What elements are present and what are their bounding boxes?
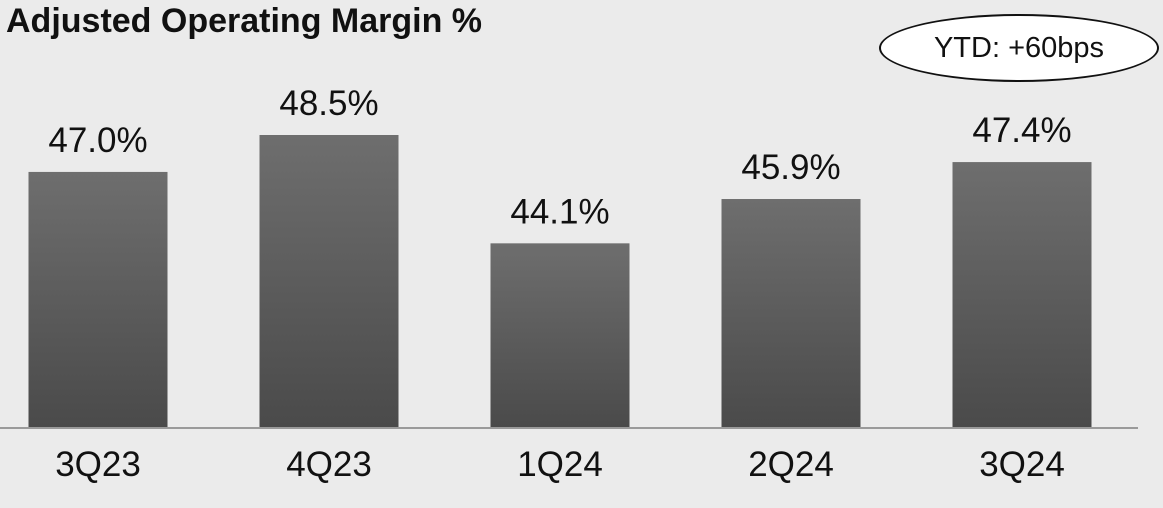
bar-2Q24 xyxy=(721,199,861,428)
value-label-3Q23: 47.0% xyxy=(48,121,147,160)
value-label-1Q24: 44.1% xyxy=(510,192,609,231)
chart-title: Adjusted Operating Margin % xyxy=(6,2,483,40)
category-label-2Q24: 2Q24 xyxy=(748,445,834,484)
value-label-2Q24: 45.9% xyxy=(741,148,840,187)
bar-4Q23 xyxy=(259,135,399,428)
category-label-1Q24: 1Q24 xyxy=(517,445,603,484)
value-label-3Q24: 47.4% xyxy=(972,111,1071,150)
bar-3Q24 xyxy=(952,162,1092,428)
category-label-3Q24: 3Q24 xyxy=(979,445,1065,484)
ytd-annotation-badge: YTD: +60bps xyxy=(879,14,1159,82)
value-labels-group: 47.0% 48.5% 44.1% 45.9% 47.4% xyxy=(48,84,1071,231)
bar-3Q23 xyxy=(28,171,168,428)
value-label-4Q23: 48.5% xyxy=(279,84,378,123)
bar-1Q24 xyxy=(490,243,630,428)
category-label-4Q23: 4Q23 xyxy=(286,445,372,484)
category-label-3Q23: 3Q23 xyxy=(55,445,141,484)
category-labels-group: 3Q23 4Q23 1Q24 2Q24 3Q24 xyxy=(55,445,1065,484)
bars-group xyxy=(28,135,1092,428)
